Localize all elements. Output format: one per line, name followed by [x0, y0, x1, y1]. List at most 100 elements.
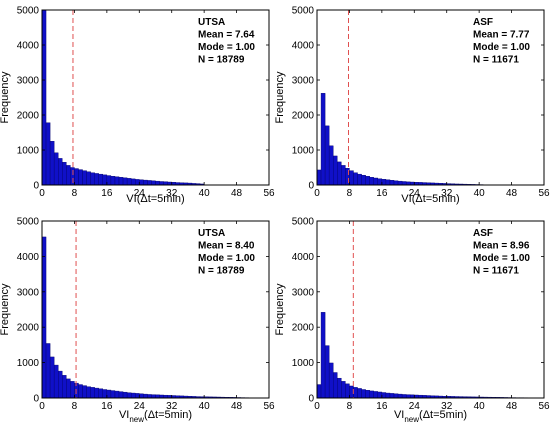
histogram-bar — [328, 145, 334, 186]
y-tick-label: 1000 — [292, 358, 315, 369]
y-axis-label: Frequency — [0, 71, 11, 123]
histogram-bar — [341, 165, 346, 186]
histogram-panel-bottom-left: 0 8 16 24 32 40 48 56 0 1000 2000 3000 4000 5000 VInew… — [0, 217, 275, 425]
histogram-bar — [102, 174, 108, 186]
x-tick-label: 16 — [101, 188, 113, 199]
x-tick-label: 24 — [134, 188, 146, 199]
x-tick-label: 48 — [506, 401, 518, 412]
histogram-bar — [78, 169, 83, 186]
histogram-bar — [102, 389, 108, 399]
x-axis-label: VInew(Δt=5min) — [394, 409, 467, 424]
histogram-bar — [389, 180, 395, 186]
y-tick-label: 0 — [33, 181, 39, 192]
x-axis-label: VI(Δt=5min) — [126, 193, 184, 205]
histogram-panel-top-right: 0 8 16 24 32 40 48 56 0 1000 2000 3000 4000 5000 VI(Δt… — [274, 6, 550, 206]
y-tick-label: 5000 — [17, 217, 40, 228]
stats-mode: Mode = 1.00 — [198, 42, 255, 53]
histogram-bar — [349, 170, 354, 186]
histogram-bar — [365, 390, 370, 399]
histogram-bar — [126, 178, 132, 186]
x-axis-label-rest: (Δt=5min) — [144, 409, 192, 421]
x-axis-label-subscript: new — [404, 415, 419, 424]
histogram-bar — [397, 393, 403, 399]
stats-mode: Mode = 1.00 — [198, 253, 255, 264]
x-tick-label: 40 — [199, 401, 211, 412]
histogram-bar — [143, 179, 148, 186]
histogram-bar — [320, 312, 326, 399]
x-tick-label: 0 — [314, 188, 320, 199]
histogram-bar — [143, 393, 148, 399]
x-tick-label: 40 — [474, 401, 486, 412]
stats-site: UTSA — [198, 228, 225, 239]
histogram-bar — [58, 370, 63, 399]
histogram-bar — [130, 178, 136, 186]
histogram-bar — [155, 180, 160, 186]
y-tick-label: 3000 — [292, 287, 315, 298]
histogram-bar — [114, 390, 120, 399]
histogram-bar — [126, 392, 132, 399]
stats-site: UTSA — [198, 17, 225, 28]
x-tick-label: 48 — [231, 188, 243, 199]
histogram-bar — [353, 387, 358, 399]
x-tick-label: 0 — [39, 401, 45, 412]
histogram-bar — [114, 176, 120, 186]
histogram-bar — [62, 375, 67, 399]
stats-n: N = 18789 — [198, 266, 245, 277]
y-tick-label: 4000 — [17, 41, 40, 52]
histogram-bar — [377, 391, 383, 399]
histogram-bar — [393, 393, 399, 399]
histogram-bar — [151, 394, 156, 399]
stats-mean: Mean = 8.40 — [198, 241, 255, 252]
x-tick-label: 8 — [347, 188, 353, 199]
histogram-bar — [130, 392, 136, 399]
histogram-bar — [110, 176, 116, 186]
x-tick-label: 56 — [263, 401, 275, 412]
x-tick-label: 56 — [263, 188, 275, 199]
histogram-bar — [397, 180, 403, 186]
x-tick-label: 0 — [314, 401, 320, 412]
x-tick-label: 24 — [409, 401, 421, 412]
x-tick-label: 32 — [166, 188, 178, 199]
histogram-bar — [66, 378, 71, 399]
y-tick-label: 2000 — [292, 323, 315, 334]
histogram-bar — [373, 391, 379, 399]
histogram-bar — [86, 386, 91, 399]
x-tick-label: 16 — [376, 401, 388, 412]
y-tick-label: 0 — [33, 394, 39, 405]
histogram-bar — [82, 170, 87, 186]
histogram-panel-top-left: 0 8 16 24 32 40 48 56 0 1000 2000 3000 4000 5000 VI(Δt… — [0, 6, 275, 206]
histogram-bar — [357, 388, 362, 399]
histogram-bar — [369, 177, 374, 186]
y-tick-label: 2000 — [17, 111, 40, 122]
histogram-bar — [147, 180, 152, 186]
x-axis-label: VInew(Δt=5min) — [119, 409, 192, 424]
y-tick-label: 4000 — [292, 41, 315, 52]
histogram-bar — [118, 391, 124, 399]
x-tick-label: 8 — [347, 401, 353, 412]
histogram-bar — [316, 384, 322, 399]
x-tick-label: 56 — [538, 188, 550, 199]
y-tick-label: 3000 — [292, 76, 315, 87]
x-tick-label: 32 — [166, 401, 178, 412]
histogram-bar — [316, 169, 322, 186]
histogram-bar — [320, 93, 326, 186]
x-tick-label: 48 — [231, 401, 243, 412]
histogram-bar — [324, 345, 330, 399]
histogram-bar — [373, 177, 379, 186]
x-tick-label: 56 — [538, 401, 550, 412]
histogram-bar — [151, 180, 156, 186]
y-axis-label: Frequency — [274, 283, 286, 335]
histogram-bar — [62, 162, 67, 186]
histogram-bar — [341, 381, 346, 399]
histogram-bar — [337, 377, 342, 399]
histogram-bar — [135, 393, 140, 399]
histogram-bar — [357, 173, 362, 186]
stats-site: ASF — [473, 17, 493, 28]
histogram-bar — [333, 372, 338, 399]
x-tick-label: 16 — [101, 401, 113, 412]
y-tick-label: 4000 — [17, 252, 40, 263]
histogram-bar — [135, 179, 140, 186]
stats-mean: Mean = 7.77 — [473, 30, 530, 41]
stats-site: ASF — [473, 228, 493, 239]
histogram-bar — [78, 384, 83, 399]
